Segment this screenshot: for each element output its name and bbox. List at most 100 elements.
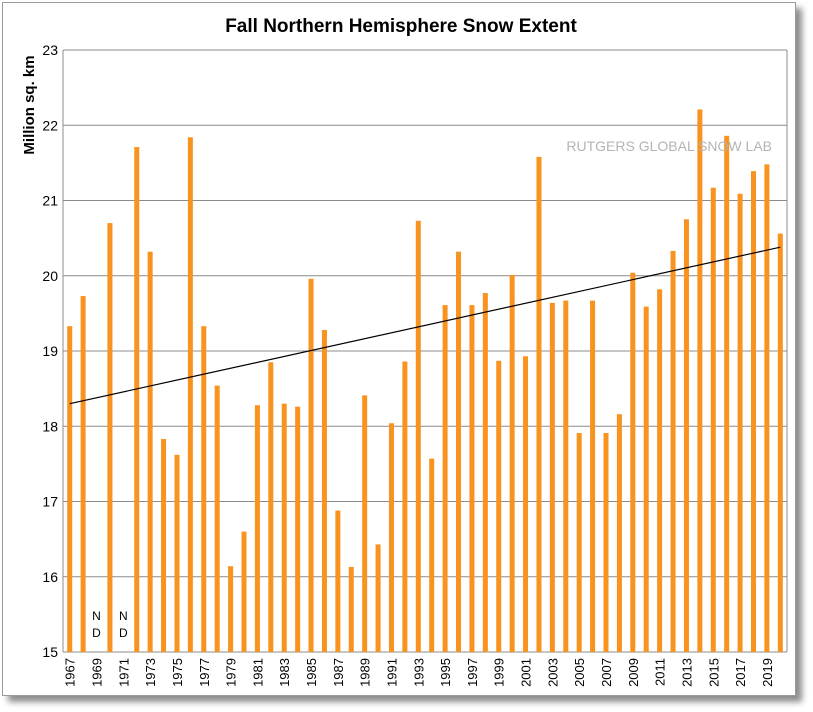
chart-frame: Fall Northern Hemisphere Snow Extent Mil… <box>2 2 796 696</box>
bar <box>107 223 113 652</box>
bar <box>241 531 247 652</box>
bar <box>603 433 609 652</box>
bar <box>523 356 529 652</box>
x-tick-label: 2019 <box>760 658 775 687</box>
bar <box>563 300 569 652</box>
bar <box>308 278 314 652</box>
bar <box>737 193 743 653</box>
bar <box>724 135 730 652</box>
bar <box>630 272 636 652</box>
x-tick-label: 1999 <box>492 658 507 687</box>
x-tick-labels: 1967 1969 1971 1973 1975 1977 1979 1981 1983 1985… <box>63 658 775 687</box>
bar <box>616 414 622 652</box>
bar <box>388 423 394 652</box>
bar <box>777 233 783 653</box>
bar <box>348 566 354 652</box>
bar <box>683 219 689 652</box>
y-tick-label: 15 <box>42 644 58 660</box>
x-tick-label: 2009 <box>626 658 641 687</box>
bar <box>67 326 73 652</box>
bar <box>576 433 582 652</box>
bar <box>254 405 260 652</box>
x-tick-label: 1979 <box>224 658 239 687</box>
x-tick-label: 2001 <box>519 658 534 687</box>
x-tick-label: 1983 <box>277 658 292 687</box>
bar <box>456 251 462 653</box>
bar <box>643 306 649 652</box>
bar <box>442 305 448 652</box>
bar <box>134 147 140 652</box>
x-tick-label: 1997 <box>465 658 480 687</box>
bar <box>402 361 408 652</box>
x-tick-label: 1977 <box>197 658 212 687</box>
bar <box>764 164 770 652</box>
bar <box>321 329 327 652</box>
chart: Fall Northern Hemisphere Snow Extent Mil… <box>21 16 788 687</box>
x-tick-label: 1967 <box>63 658 78 687</box>
bar <box>469 305 475 652</box>
bar <box>415 220 421 652</box>
y-tick-label: 19 <box>42 343 58 359</box>
bar <box>710 187 716 652</box>
bar <box>549 302 555 652</box>
no-data-label: D <box>119 626 128 640</box>
bar <box>657 289 663 652</box>
y-tick-label: 17 <box>42 494 58 510</box>
x-tick-label: 1985 <box>304 658 319 687</box>
bar <box>362 395 368 652</box>
bar <box>201 326 207 652</box>
bar <box>228 566 234 652</box>
x-tick-label: 2005 <box>572 658 587 687</box>
x-tick-label: 2007 <box>599 658 614 687</box>
x-tick-label: 1989 <box>358 658 373 687</box>
x-tick-label: 2003 <box>545 658 560 687</box>
y-tick-label: 21 <box>42 193 58 209</box>
y-tick-label: 20 <box>42 268 58 284</box>
y-axis-label: Million sq. km <box>21 55 38 154</box>
x-tick-label: 1995 <box>438 658 453 687</box>
bar <box>496 360 502 652</box>
x-tick-label: 1993 <box>411 658 426 687</box>
bar <box>375 544 381 652</box>
bar <box>281 403 287 652</box>
bar <box>214 385 220 652</box>
x-tick-label: 1991 <box>384 658 399 687</box>
bar <box>187 137 193 653</box>
y-tick-label: 16 <box>42 569 58 585</box>
y-tick-label: 18 <box>42 418 58 434</box>
x-tick-label: 1981 <box>250 658 265 687</box>
bar <box>482 293 488 652</box>
bar <box>335 510 341 652</box>
bar <box>750 171 756 652</box>
y-tick-labels: 15 16 17 18 19 20 21 22 23 <box>42 42 58 660</box>
bar <box>509 274 515 652</box>
x-tick-label: 1975 <box>170 658 185 687</box>
bar <box>80 296 86 652</box>
x-tick-label: 1971 <box>116 658 131 687</box>
y-tick-label: 23 <box>42 42 58 58</box>
y-tick-label: 22 <box>42 117 58 133</box>
bars <box>67 109 783 653</box>
gridlines <box>62 49 788 653</box>
bar <box>147 251 153 653</box>
bar <box>161 439 167 652</box>
x-tick-label: 2011 <box>653 658 668 686</box>
x-tick-label: 1969 <box>90 658 105 687</box>
bar <box>590 300 596 652</box>
bar <box>174 454 180 652</box>
chart-title: Fall Northern Hemisphere Snow Extent <box>225 16 577 37</box>
no-data-label: N <box>92 609 101 623</box>
bar <box>295 406 301 652</box>
bar <box>670 250 676 653</box>
x-tick-label: 1987 <box>331 658 346 687</box>
x-tick-label: 2015 <box>706 658 721 687</box>
bar <box>697 109 703 652</box>
bar <box>536 156 542 653</box>
no-data-label: D <box>92 626 101 640</box>
x-tick-label: 2013 <box>679 658 694 687</box>
no-data-label: N <box>119 609 128 623</box>
bar <box>429 458 435 652</box>
trend-line <box>69 246 781 405</box>
x-tick-label: 1973 <box>143 658 158 687</box>
